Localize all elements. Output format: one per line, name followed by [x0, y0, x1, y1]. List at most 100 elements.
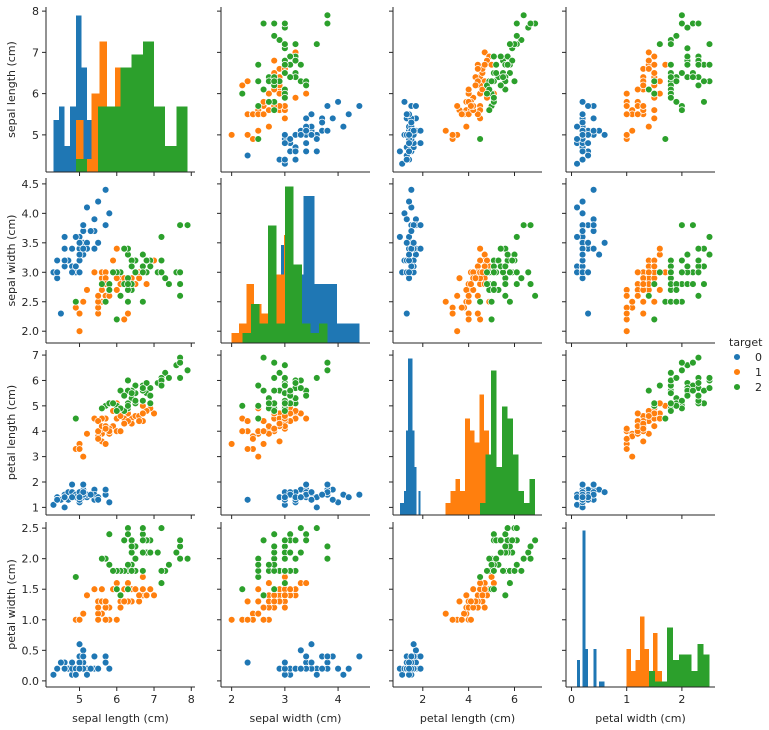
point-series-2-29	[157, 579, 166, 587]
point-series-0-18	[584, 102, 592, 110]
point-series-2-32	[689, 386, 697, 395]
y-tick-label: 3.5	[22, 237, 40, 250]
point-series-1-9	[83, 430, 91, 438]
point-series-2-17	[323, 542, 332, 551]
legend-label-1: 1	[755, 366, 762, 379]
point-series-2-43	[694, 379, 703, 387]
point-series-1-40	[474, 110, 482, 118]
point-series-0-37	[72, 233, 80, 241]
hist-bar-petal-width-series-2-bin-9	[703, 654, 710, 687]
point-series-2-44	[705, 250, 714, 259]
x-tick-label: 7	[151, 693, 158, 706]
hist-bar-petal-length-series-1-bin-3	[460, 490, 465, 515]
point-series-0-31	[302, 114, 310, 123]
point-series-2-33	[270, 77, 278, 85]
point-series-0-40	[403, 239, 411, 247]
point-series-2-32	[689, 280, 697, 288]
point-series-2-13	[101, 298, 110, 306]
hist-bar-sepal-length-series-0-bin-4	[75, 15, 82, 172]
point-series-1-22	[254, 585, 263, 593]
point-series-1-10	[75, 327, 84, 335]
point-series-1-41	[645, 412, 653, 420]
point-series-1-48	[79, 609, 87, 618]
hist-bar-petal-length-series-1-bin-7	[479, 394, 485, 515]
hist-bar-petal-length-series-1-bin-6	[474, 442, 480, 515]
point-series-2-7	[275, 36, 284, 44]
hist-bar-sepal-length-series-0-bin-2	[64, 145, 71, 172]
point-series-0-42	[578, 155, 587, 164]
point-series-0-45	[68, 493, 76, 501]
point-series-0-45	[584, 268, 592, 277]
point-series-0-37	[573, 135, 581, 143]
point-series-2-48	[496, 244, 505, 253]
point-series-2-44	[503, 60, 512, 69]
point-series-0-43	[75, 640, 84, 648]
point-series-0-31	[302, 652, 310, 661]
point-series-2-14	[700, 98, 708, 106]
point-series-1-10	[453, 327, 461, 335]
point-series-2-10	[678, 256, 686, 265]
point-series-1-33	[113, 286, 121, 294]
point-series-2-30	[165, 280, 173, 288]
point-series-2-46	[124, 561, 132, 569]
point-series-1-34	[90, 585, 99, 593]
x-axis-label-petal-length: petal length (cm)	[420, 712, 515, 725]
point-series-0-47	[291, 147, 300, 156]
point-series-1-48	[254, 126, 263, 135]
point-series-1-43	[448, 309, 457, 318]
point-series-2-33	[650, 77, 659, 85]
hist-bar-petal-length-series-1-bin-4	[464, 418, 470, 515]
point-series-0-24	[416, 664, 425, 673]
point-series-2-29	[656, 381, 664, 390]
point-series-2-29	[281, 381, 289, 390]
point-series-1-43	[75, 616, 84, 624]
point-series-1-9	[645, 122, 653, 131]
point-series-2-25	[157, 256, 166, 265]
hist-bar-petal-width-series-0-bin-3	[585, 649, 589, 687]
point-series-2-8	[254, 381, 263, 390]
point-series-1-14	[275, 437, 284, 446]
hist-bar-sepal-length-series-0-bin-5	[81, 67, 87, 172]
panel-petal-length-vs-petal-length	[389, 350, 542, 519]
point-series-2-7	[161, 369, 169, 377]
point-series-2-34	[645, 292, 653, 300]
point-series-0-14	[105, 664, 114, 673]
point-series-0-14	[400, 98, 409, 106]
point-series-2-31	[519, 221, 528, 229]
point-series-2-18	[531, 536, 539, 545]
point-series-1-17	[622, 424, 631, 433]
panel-petal-width-vs-sepal-length: 0.0 0.5 1.0 1.5 2.0 2.5 5 6 7 8	[22, 522, 195, 706]
point-series-2-43	[291, 379, 300, 387]
point-series-2-22	[526, 280, 535, 288]
point-series-2-20	[146, 384, 155, 392]
point-series-1-49	[467, 280, 475, 288]
point-series-0-23	[297, 646, 305, 655]
point-series-0-44	[589, 221, 598, 229]
point-series-2-7	[517, 36, 526, 44]
point-series-0-32	[573, 122, 581, 131]
point-series-1-40	[633, 110, 642, 118]
point-series-0-39	[79, 244, 87, 253]
point-series-1-35	[113, 244, 121, 253]
point-series-0-49	[75, 493, 84, 501]
point-series-0-24	[578, 480, 587, 489]
point-series-2-35	[513, 19, 521, 28]
hist-bar-petal-width-series-0-bin-9	[601, 681, 605, 687]
point-series-1-33	[265, 579, 273, 587]
point-series-2-47	[281, 554, 289, 563]
point-series-1-31	[622, 435, 631, 443]
y-tick-label: 5	[32, 129, 39, 142]
point-series-2-29	[656, 268, 664, 277]
point-series-2-49	[490, 93, 498, 102]
point-series-2-35	[281, 374, 289, 382]
point-series-0-49	[405, 131, 413, 139]
point-series-0-38	[53, 268, 61, 277]
point-series-2-37	[127, 389, 136, 397]
point-series-1-43	[622, 131, 631, 139]
point-series-2-17	[689, 221, 697, 229]
point-series-2-37	[127, 567, 136, 575]
point-series-2-22	[176, 358, 184, 367]
legend-marker-2	[733, 383, 741, 391]
point-series-1-10	[227, 440, 236, 448]
